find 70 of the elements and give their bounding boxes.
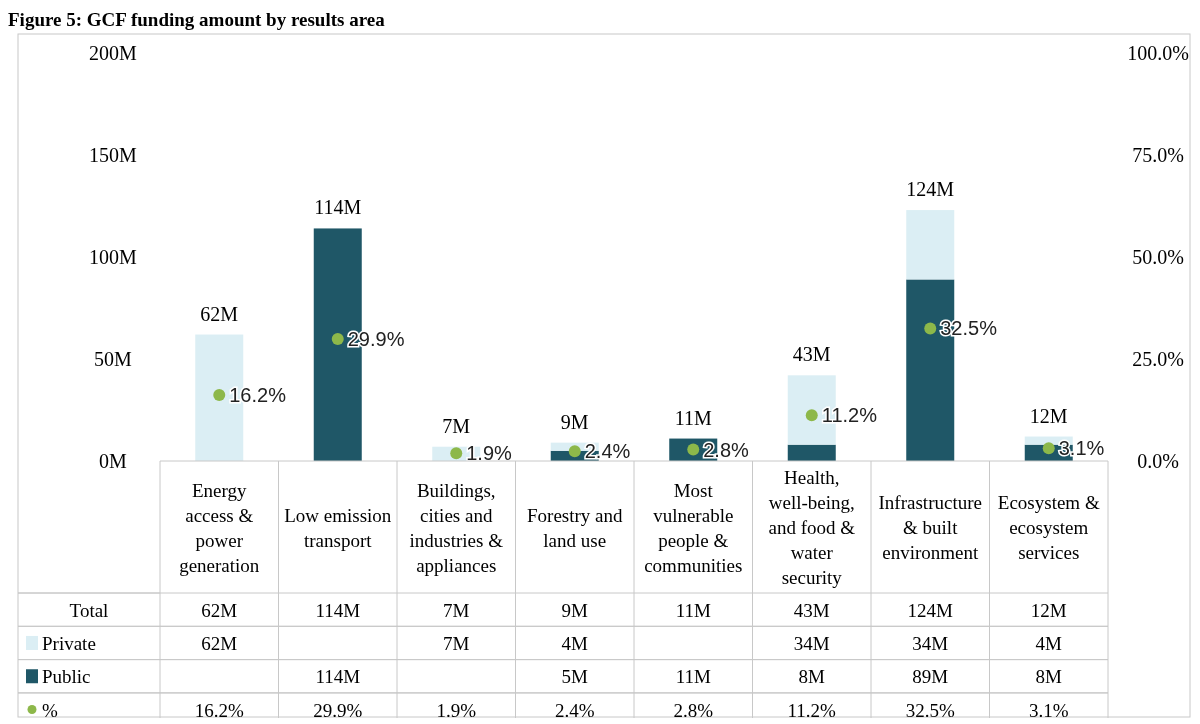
x-tick-label: Most vulnerable people & communities bbox=[644, 479, 743, 576]
text: 11.2% bbox=[821, 404, 877, 427]
data-label: 11.2% bbox=[787, 699, 837, 721]
y-tick-label: 100M bbox=[89, 246, 138, 268]
legend-label: % bbox=[42, 699, 58, 721]
y2-tick-label: 25.0% bbox=[1132, 348, 1184, 370]
total-label: 62M bbox=[200, 302, 239, 325]
data-label: 29.9% bbox=[313, 699, 363, 721]
data-label: 5M bbox=[561, 666, 589, 688]
legend-label: Private bbox=[42, 632, 96, 654]
y2-tick-label: 75.0% bbox=[1132, 144, 1184, 166]
total-label: 43M bbox=[792, 343, 831, 366]
bar bbox=[787, 444, 836, 461]
total-label: 124M bbox=[906, 178, 955, 201]
text: 124M bbox=[907, 599, 953, 621]
data-label: 32.5% bbox=[905, 699, 955, 721]
chart-title: Figure 5: GCF funding amount by results area bbox=[8, 9, 386, 30]
total-label: 7M bbox=[442, 414, 471, 437]
data-label: 34M bbox=[912, 632, 949, 654]
text: 12M bbox=[1030, 599, 1067, 621]
point bbox=[331, 333, 344, 346]
text: 2.4% bbox=[584, 440, 631, 463]
x-tick-label: Ecosystem & ecosystem services bbox=[997, 492, 1100, 563]
x-tick-label: Health, well-being, and food & water security bbox=[768, 467, 856, 588]
data-label: 3.1% bbox=[1028, 699, 1069, 721]
point bbox=[805, 409, 818, 422]
x-tick-label: Forestry and land use bbox=[526, 504, 623, 551]
y2-tick-label: 50.0% bbox=[1132, 246, 1184, 268]
text: 114M bbox=[315, 599, 361, 621]
x-tick-label: Low emission transport bbox=[284, 504, 392, 551]
text: 16.2% bbox=[229, 383, 286, 406]
text: 62M bbox=[201, 599, 238, 621]
text: 9M bbox=[561, 599, 588, 621]
data-label: 1.9% bbox=[436, 699, 477, 721]
y2-tick-label: 0.0% bbox=[1137, 450, 1179, 472]
bar bbox=[906, 210, 955, 280]
total-label: 9M bbox=[560, 410, 589, 433]
data-label: 7M bbox=[443, 632, 470, 654]
point bbox=[213, 388, 226, 401]
y-tick-label: 150M bbox=[89, 144, 138, 166]
data-label: 11M bbox=[675, 666, 711, 688]
data-label: 89M bbox=[912, 666, 949, 688]
data-label: 16.2% bbox=[194, 699, 244, 721]
text: 43M bbox=[793, 599, 830, 621]
text: 11M bbox=[675, 599, 711, 621]
text: Total bbox=[69, 599, 109, 621]
total-label: 11M bbox=[674, 406, 712, 429]
y2-tick-label: 100.0% bbox=[1127, 42, 1189, 64]
point bbox=[924, 322, 937, 335]
data-label: 4M bbox=[1035, 632, 1063, 654]
x-tick-label: Buildings, cities and industries & appliances bbox=[409, 479, 504, 576]
data-label: 34M bbox=[793, 632, 830, 654]
data-label: 2.4% bbox=[554, 699, 595, 721]
data-label: 62M bbox=[201, 632, 238, 654]
y-tick-label: 200M bbox=[89, 42, 138, 64]
x-tick-label: Energy access & power generation bbox=[179, 479, 260, 576]
y-tick-label: 50M bbox=[94, 348, 133, 370]
y-tick-label: 0M bbox=[99, 450, 128, 472]
point bbox=[568, 445, 581, 458]
text: 7M bbox=[443, 599, 470, 621]
data-label: 2.8% bbox=[673, 699, 714, 721]
total-label: 12M bbox=[1029, 404, 1068, 427]
x-tick-label: Infrastructure & built environment bbox=[878, 492, 982, 563]
data-label: 8M bbox=[1035, 666, 1063, 688]
data-label: 114M bbox=[315, 666, 361, 688]
data-label: 4M bbox=[561, 632, 589, 654]
legend-label: Public bbox=[42, 666, 91, 688]
total-label: 114M bbox=[314, 196, 362, 219]
data-label: 8M bbox=[798, 666, 826, 688]
text: 1.9% bbox=[466, 442, 512, 465]
